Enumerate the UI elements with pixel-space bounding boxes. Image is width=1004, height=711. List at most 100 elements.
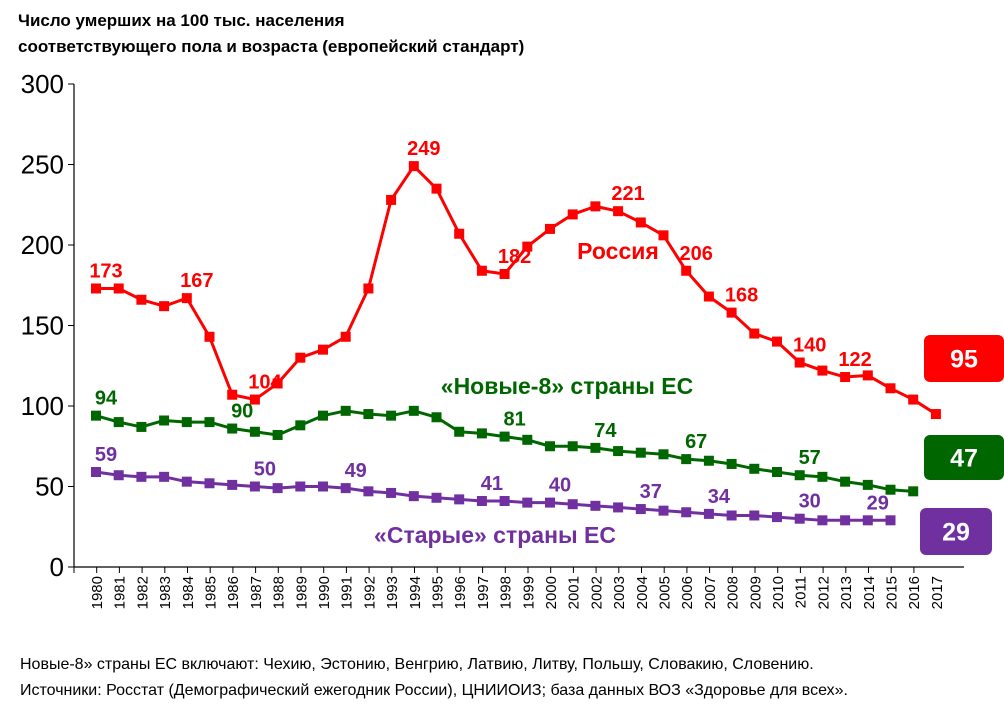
x-tick-label: 2004 — [634, 576, 651, 609]
x-tick-label: 2009 — [747, 576, 764, 609]
series-1-point — [703, 291, 714, 302]
series-3-point — [136, 471, 147, 482]
series-2-point — [817, 471, 828, 482]
series-3-data-label: 49 — [345, 460, 367, 482]
series-3-point — [454, 494, 465, 505]
series-1-point — [91, 283, 101, 294]
x-tick-label: 2012 — [815, 576, 832, 609]
series-3-data-label: 34 — [708, 486, 731, 508]
series-2-point — [476, 428, 487, 439]
series-2-point — [703, 455, 714, 466]
series-2-point — [454, 426, 465, 437]
series-3-data-label: 50 — [254, 459, 276, 481]
series-1-point — [249, 394, 260, 405]
series-3-point — [726, 510, 737, 521]
series-3-point — [681, 507, 692, 518]
series-3-point — [703, 508, 714, 519]
x-tick-label: 2016 — [906, 576, 923, 609]
x-tick-label: 1991 — [339, 576, 356, 609]
x-tick-label: 1999 — [520, 576, 537, 609]
series-1-data-label: 221 — [611, 183, 644, 205]
x-tick-label: 2011 — [793, 576, 810, 608]
series-1-data-label: 168 — [725, 285, 758, 307]
series-2-point — [272, 429, 283, 440]
series-1-point — [930, 409, 941, 420]
series-2-point — [908, 486, 919, 497]
series-1-point — [340, 331, 351, 342]
x-tick-label: 2007 — [702, 576, 719, 609]
x-tick-label: 1986 — [225, 576, 242, 609]
series-2-data-label: 81 — [503, 409, 525, 431]
series-1-point — [204, 331, 215, 342]
series-3-point — [272, 483, 283, 494]
series-3-point — [545, 497, 555, 508]
series-3-point — [499, 495, 510, 506]
series-3-point — [249, 481, 260, 492]
x-tick-label: 1987 — [248, 576, 265, 609]
series-3-point — [408, 491, 419, 502]
series-1-point — [772, 336, 782, 347]
series-1-point — [545, 223, 555, 234]
series-1-point — [817, 365, 828, 376]
series-1-point — [567, 209, 578, 220]
series-3-point — [794, 513, 805, 524]
x-tick-label: 2005 — [657, 576, 674, 609]
x-tick-label: 2001 — [566, 576, 583, 609]
series-2-end-badge-label: 47 — [950, 445, 978, 473]
series-2-data-label: 74 — [594, 420, 617, 442]
series-3-data-label: 40 — [549, 475, 571, 497]
series-3-point — [318, 481, 328, 492]
series-1-name-label: Россия — [577, 238, 659, 264]
series-1-point — [862, 370, 873, 381]
series-2-point — [340, 405, 351, 416]
series-1-data-label: 122 — [838, 349, 871, 371]
series-3-point — [590, 500, 601, 511]
series-2-point — [635, 447, 646, 458]
series-2-point — [658, 449, 669, 460]
series-1-point — [726, 307, 737, 318]
series-1-data-label: 104 — [248, 372, 282, 394]
series-2-data-label: 90 — [231, 401, 253, 423]
series-2-point — [749, 463, 760, 474]
series-3-point — [181, 476, 192, 487]
y-tick-label: 300 — [21, 69, 64, 99]
series-3-point — [885, 515, 896, 526]
series-1-end-badge — [924, 335, 1004, 382]
series-2-point — [840, 476, 851, 487]
series-1-point — [476, 265, 487, 276]
x-tick-label: 1984 — [180, 576, 197, 609]
series-2-point — [113, 417, 124, 428]
series-2-point — [726, 458, 737, 469]
series-3-data-label: 30 — [799, 491, 821, 513]
series-1-point — [635, 217, 646, 228]
series-3-point — [772, 512, 782, 523]
series-2-data-label: 67 — [685, 431, 707, 453]
x-tick-label: 1980 — [89, 576, 106, 609]
series-3-point — [204, 478, 215, 489]
series-1-point — [159, 301, 170, 312]
series-1-point — [386, 194, 397, 205]
x-tick-label: 1995 — [430, 576, 447, 609]
series-3-point — [862, 515, 873, 526]
series-1-point — [658, 230, 669, 241]
series-1-point — [295, 352, 306, 363]
series-1-point — [499, 268, 510, 279]
series-3-point — [476, 495, 487, 506]
y-tick-label: 150 — [21, 311, 64, 341]
x-tick-label: 2000 — [543, 576, 560, 609]
x-tick-label: 2013 — [838, 576, 855, 609]
series-1-data-label: 173 — [89, 260, 122, 282]
series-1-point — [318, 344, 328, 355]
series-3-data-label: 29 — [867, 492, 889, 514]
series-2-point — [295, 420, 306, 431]
series-3-end-badge — [920, 508, 992, 555]
chart-title-line-1: Число умерших на 100 тыс. населения — [18, 11, 345, 30]
series-2-point — [136, 421, 147, 432]
series-3-end-badge-label: 29 — [942, 519, 970, 547]
x-tick-label: 1983 — [157, 576, 174, 609]
series-3-point — [159, 471, 170, 482]
footnote-sources: Источники: Росстат (Демографический ежег… — [20, 682, 848, 699]
series-2-point — [181, 417, 192, 428]
y-tick-label: 0 — [50, 552, 64, 582]
